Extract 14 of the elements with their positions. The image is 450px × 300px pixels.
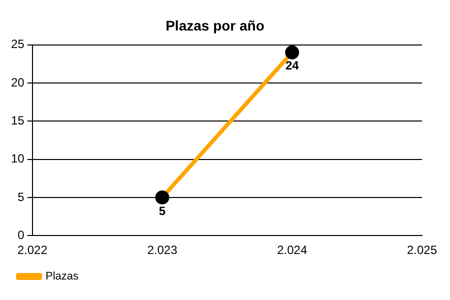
y-tick-label: 20 [10, 75, 25, 90]
chart-title: Plazas por año [166, 17, 264, 34]
y-tick-label: 25 [10, 37, 25, 52]
y-tick-label: 10 [10, 152, 25, 166]
y-tick-label: 15 [10, 113, 25, 128]
y-tick-label: 5 [18, 190, 25, 204]
y-tick-label: 0 [18, 228, 25, 242]
x-tick-label: 2.025 [406, 243, 438, 258]
legend-label: Plazas [46, 270, 80, 283]
x-tick-label: 2.024 [277, 243, 308, 258]
x-tick-label: 2.022 [17, 243, 48, 258]
data-label: 5 [158, 204, 166, 218]
x-tick-label: 2.023 [147, 243, 178, 258]
data-label: 24 [285, 58, 300, 73]
